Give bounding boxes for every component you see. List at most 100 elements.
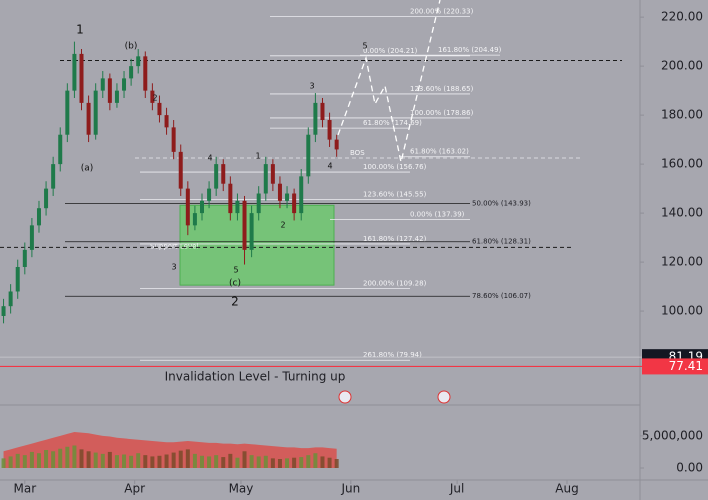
volume-bar <box>299 457 304 468</box>
wave-label: 5 <box>233 266 238 275</box>
volume-bar <box>171 452 176 468</box>
x-tick-label: Jun <box>340 482 360 496</box>
candle-body <box>313 102 318 135</box>
candle-body <box>36 208 41 226</box>
volume-bar <box>242 451 247 468</box>
candle-body <box>249 213 254 250</box>
candle-body <box>8 291 13 307</box>
fib-label: 61.80% (128.31) <box>472 238 531 246</box>
volume-bar <box>36 453 41 468</box>
volume-bar <box>164 454 169 468</box>
invalidation-label: Invalidation Level - Turning up <box>165 370 346 384</box>
candle-body <box>86 102 91 135</box>
x-tick-label: Apr <box>124 482 145 496</box>
x-tick-label: Mar <box>13 482 36 496</box>
candle-body <box>292 193 297 214</box>
candle-body <box>1 306 6 316</box>
fib-label: 161.80% (127.42) <box>363 235 427 243</box>
volume-bar <box>44 450 49 468</box>
price-tag <box>642 358 708 375</box>
candle-body <box>100 78 105 91</box>
volume-bar <box>114 455 119 468</box>
volume-bar <box>22 455 27 468</box>
support-label: Support Level <box>150 242 198 250</box>
volume-bar <box>51 451 56 468</box>
volume-tick-label: 5,000,000 <box>642 428 703 442</box>
y-tick-label: 220.00 <box>661 10 703 24</box>
event-flags <box>338 390 451 404</box>
candle-body <box>122 78 127 91</box>
candle-body <box>79 53 84 103</box>
event-flag[interactable] <box>437 390 451 404</box>
fib-label: 61.80% (174.69) <box>363 119 422 127</box>
volume-bar <box>122 454 127 468</box>
candle-body <box>72 53 77 91</box>
volume-tick-label: 0.00 <box>676 461 703 475</box>
price-tag-label: 77.41 <box>669 359 703 373</box>
wave-label: 3 <box>309 82 314 91</box>
volume-bar <box>228 453 233 468</box>
candle-body <box>178 151 183 189</box>
volume-bar <box>313 453 318 468</box>
y-tick-label: 120.00 <box>661 255 703 269</box>
candle-body <box>65 90 70 135</box>
volume-bar <box>185 449 190 468</box>
volume-bar <box>292 457 297 468</box>
candle-body <box>228 183 233 214</box>
candle-body <box>136 56 141 67</box>
candle-body <box>107 78 112 103</box>
volume-bar <box>192 453 197 468</box>
candle-body <box>270 164 275 184</box>
volume-bar <box>306 455 311 468</box>
candle-body <box>143 56 148 91</box>
volume-bar <box>199 455 204 468</box>
candle-body <box>164 115 169 128</box>
volume-bar <box>256 456 261 468</box>
fib-label: 78.60% (106.07) <box>472 292 531 300</box>
volume-bar <box>285 458 290 468</box>
volume-bar <box>214 455 219 468</box>
volume-bar <box>270 458 275 468</box>
candle-body <box>171 127 176 152</box>
candle-body <box>306 134 311 177</box>
candle-body <box>114 90 119 103</box>
volume-bar <box>334 459 339 468</box>
volume-bar <box>86 451 91 468</box>
volume-bar <box>29 451 34 468</box>
candle-body <box>334 139 339 150</box>
wave-label: 2 <box>280 221 285 230</box>
volume-bar <box>249 455 254 468</box>
volume-bar <box>157 455 162 468</box>
event-flag[interactable] <box>338 390 352 404</box>
x-tick-label: May <box>229 482 254 496</box>
fib-label: 0.00% (204.21) <box>363 47 418 55</box>
candle-body <box>242 200 247 250</box>
candle-body <box>192 213 197 226</box>
volume-bar <box>178 450 183 468</box>
wave-label: 1 <box>76 23 84 37</box>
projection-path <box>337 0 441 163</box>
fib-label: 61.80% (163.02) <box>410 148 469 156</box>
wave-label: 4 <box>207 154 212 163</box>
candle-body <box>22 249 27 267</box>
fib-label: 0.00% (137.39) <box>410 210 465 218</box>
wave-label: (b) <box>125 42 138 52</box>
volume-bar <box>15 453 20 468</box>
volume-bar <box>8 456 13 468</box>
fib-label: 161.80% (204.49) <box>438 46 502 54</box>
candle-body <box>299 176 304 214</box>
volume-bar <box>58 448 63 468</box>
volume-bar <box>277 459 282 468</box>
y-tick-label: 140.00 <box>661 206 703 220</box>
wave-label: 2 <box>231 295 239 309</box>
volume-bar <box>320 456 325 468</box>
fib-label: BOS <box>350 149 365 157</box>
candle-body <box>58 134 63 165</box>
fib-label: 123.60% (188.65) <box>410 85 474 93</box>
candle-body <box>15 266 20 292</box>
y-tick-label: 180.00 <box>661 108 703 122</box>
volume-bar <box>235 457 240 468</box>
volume-bar <box>1 458 6 468</box>
candle-body <box>51 164 56 189</box>
volume-bar <box>65 446 70 468</box>
